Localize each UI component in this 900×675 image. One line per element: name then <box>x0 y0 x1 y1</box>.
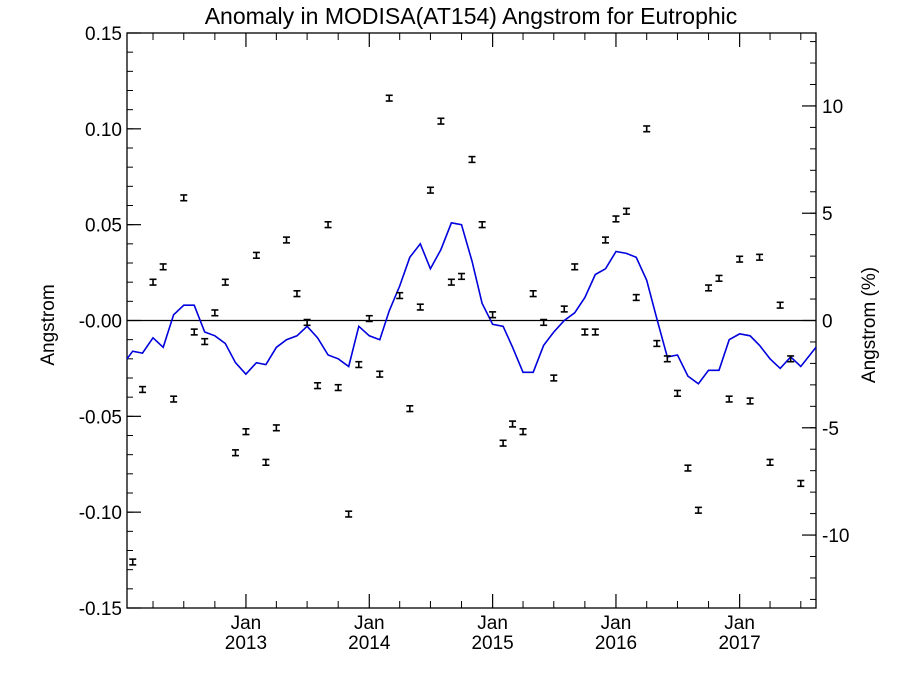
data-point <box>406 404 414 413</box>
data-point <box>385 94 393 102</box>
data-point <box>797 479 805 488</box>
x-tick-year-label: 2015 <box>471 633 513 654</box>
data-point <box>170 395 178 403</box>
data-point <box>601 236 609 244</box>
data-point <box>437 117 445 125</box>
y-tick-label: -0.05 <box>79 407 122 428</box>
data-point <box>663 355 671 363</box>
data-point <box>550 374 558 382</box>
data-point <box>272 424 280 432</box>
x-tick-year-label: 2017 <box>718 633 760 654</box>
y2-tick-label: -5 <box>822 419 839 440</box>
data-point <box>334 383 342 392</box>
x-tick-month-label: Jan <box>724 613 755 634</box>
data-point <box>612 215 620 223</box>
chart-title: Anomaly in MODISA(AT154) Angstrom for Eu… <box>205 3 738 29</box>
y-tick-label: -0.15 <box>79 599 122 620</box>
x-tick-month-label: Jan <box>231 613 262 634</box>
data-point <box>426 186 434 194</box>
y2-tick-label: 5 <box>822 204 833 225</box>
y-axis-label: Angstrom <box>38 284 59 365</box>
data-point <box>242 427 250 436</box>
data-point <box>643 125 651 133</box>
data-point <box>653 339 661 348</box>
y-tick-label: -0.10 <box>79 503 122 524</box>
data-point <box>303 318 311 327</box>
data-point <box>468 155 476 164</box>
y-tick-label: -0.00 <box>79 312 122 333</box>
data-point <box>529 289 537 298</box>
data-point <box>478 220 486 229</box>
ticks-group: 0.15 0.10 0.05 -0.00 -0.05 -0.10 -0.15 10 5 0 -5 -1… <box>79 24 850 654</box>
data-point <box>519 427 527 436</box>
x-tick-year-label: 2016 <box>595 633 637 654</box>
data-point <box>355 360 363 369</box>
x-tick-year-label: 2013 <box>225 633 267 654</box>
data-point <box>376 370 384 378</box>
x-tick-year-label: 2014 <box>348 633 391 654</box>
data-point <box>396 291 404 300</box>
data-point <box>622 207 630 215</box>
smoothed-line-series <box>126 221 817 385</box>
data-point <box>231 449 239 457</box>
data-point <box>159 263 167 271</box>
y2-tick-label: 0 <box>822 312 833 333</box>
data-point <box>129 558 137 566</box>
data-point <box>725 395 733 403</box>
data-point <box>201 337 209 346</box>
data-point <box>684 464 692 472</box>
x-tick-month-label: Jan <box>354 613 385 634</box>
data-point <box>262 458 270 467</box>
data-point <box>489 311 497 319</box>
data-point <box>190 328 198 336</box>
data-point <box>345 510 353 518</box>
data-point <box>211 309 219 317</box>
data-point <box>756 253 764 261</box>
data-point <box>365 314 373 323</box>
data-point <box>766 458 774 467</box>
data-point <box>560 305 568 313</box>
data-point <box>571 263 579 271</box>
data-point <box>746 397 754 405</box>
data-point <box>591 328 599 336</box>
data-point <box>324 220 332 229</box>
data-point <box>314 381 322 390</box>
y-tick-label: 0.10 <box>85 120 122 141</box>
data-point <box>715 274 723 283</box>
data-point <box>581 328 589 336</box>
data-point <box>736 255 744 263</box>
data-point <box>499 439 507 447</box>
data-point <box>694 506 702 514</box>
data-point <box>632 293 640 302</box>
data-point <box>787 355 795 363</box>
data-point <box>540 318 548 327</box>
y2-tick-label: 10 <box>822 97 843 118</box>
y-tick-label: 0.15 <box>85 24 122 45</box>
data-point <box>705 284 713 292</box>
data-point <box>149 278 157 286</box>
data-point <box>252 251 260 260</box>
line-series-layer <box>126 221 817 385</box>
y-tick-label: 0.05 <box>85 216 122 237</box>
data-point <box>509 420 517 428</box>
y2-tick-label: -10 <box>822 526 849 547</box>
y2-axis-label: Angstrom (%) <box>859 267 880 383</box>
data-point <box>673 389 681 398</box>
x-tick-month-label: Jan <box>477 613 508 634</box>
data-point <box>416 303 424 311</box>
points-series-layer <box>129 94 805 566</box>
data-point <box>776 301 784 309</box>
data-point <box>293 289 301 298</box>
axes-group <box>126 32 817 609</box>
data-point <box>221 278 229 286</box>
data-point <box>180 194 188 202</box>
data-point <box>447 278 455 286</box>
x-tick-month-label: Jan <box>601 613 632 634</box>
data-point <box>282 236 290 244</box>
data-point <box>139 385 147 394</box>
data-point <box>458 272 466 281</box>
